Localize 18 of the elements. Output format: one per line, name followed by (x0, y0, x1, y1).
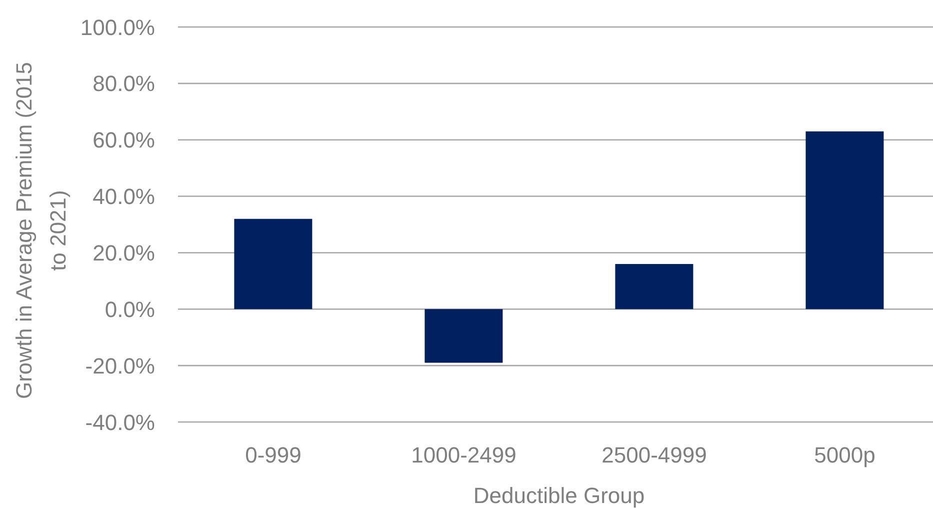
x-tick-label: 2500-4999 (602, 442, 707, 468)
y-tick-label: 80.0% (92, 71, 155, 96)
y-tick-label: 60.0% (92, 128, 155, 153)
bar (234, 218, 312, 310)
y-tick-label: 40.0% (92, 184, 155, 210)
x-tick-label: 5000p (814, 442, 876, 468)
y-tick-label: 0.0% (104, 296, 155, 322)
x-tick-label: 0-999 (245, 442, 302, 468)
y-axis-title: Growth in Average Premium (2015 to 2021) (12, 62, 70, 400)
y-tick-label: 20.0% (92, 240, 155, 266)
y-tick-label: -20.0% (85, 353, 155, 378)
bar (424, 309, 503, 363)
y-tick-label: 100.0% (80, 14, 155, 40)
bar (806, 131, 884, 310)
y-tick-label: -40.0% (85, 410, 155, 435)
x-axis-title: Deductible Group (473, 483, 645, 508)
x-tick-label: 1000-2499 (411, 442, 516, 468)
bar (615, 264, 694, 310)
